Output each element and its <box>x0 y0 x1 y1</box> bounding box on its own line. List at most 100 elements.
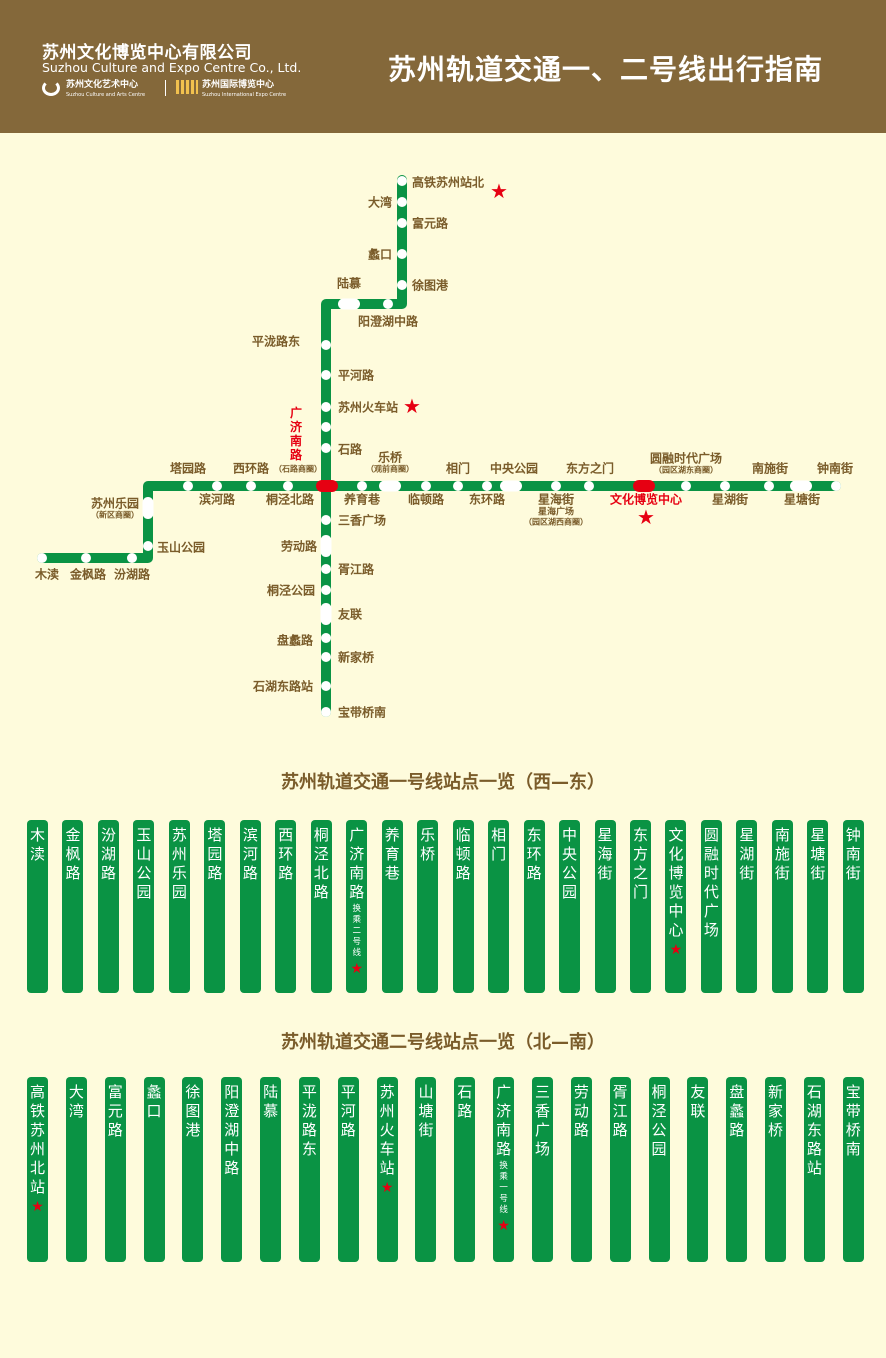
station-marker[interactable] <box>321 515 331 525</box>
station-marker[interactable] <box>500 480 522 492</box>
station-label: 木渎 <box>34 567 60 582</box>
station-column[interactable]: 临顿路 <box>452 820 474 993</box>
station-marker[interactable] <box>397 197 407 207</box>
station-column[interactable]: 圆融时代广场 <box>700 820 722 993</box>
station-column[interactable]: 星海街 <box>594 820 616 993</box>
station-column[interactable]: 金枫路 <box>62 820 84 993</box>
station-column[interactable]: 桐泾公园 <box>648 1077 670 1262</box>
station-column[interactable]: 大湾 <box>65 1077 87 1262</box>
station-marker[interactable] <box>321 422 331 432</box>
station-column[interactable]: 苏州火车站 ★ <box>376 1077 398 1262</box>
station-label: 蠡口 <box>367 247 392 262</box>
station-column[interactable]: 富元路 <box>104 1077 126 1262</box>
station-column[interactable]: 石路 <box>454 1077 476 1262</box>
station-marker[interactable] <box>397 218 407 228</box>
station-column[interactable]: 阳澄湖中路 <box>221 1077 243 1262</box>
station-marker[interactable] <box>383 299 393 309</box>
station-marker[interactable] <box>81 553 91 563</box>
station-column[interactable]: 广济南路 换乘一号线 ★ <box>493 1077 515 1262</box>
station-marker[interactable] <box>321 443 331 453</box>
station-label: 高铁苏州站北 <box>412 175 485 190</box>
station-label: 徐图港 <box>412 278 449 293</box>
station-column[interactable]: 南施街 <box>771 820 793 993</box>
station-marker[interactable] <box>321 402 331 412</box>
station-marker[interactable] <box>321 633 331 643</box>
station-name: 山塘街 <box>418 1083 434 1139</box>
station-column[interactable]: 东方之门 <box>629 820 651 993</box>
station-column[interactable]: 广济南路 换乘二号线 ★ <box>346 820 368 993</box>
station-marker[interactable] <box>183 481 193 491</box>
station-marker[interactable] <box>397 176 407 186</box>
station-column[interactable]: 养育巷 <box>381 820 403 993</box>
station-column[interactable]: 桐泾北路 <box>310 820 332 993</box>
station-marker[interactable] <box>316 480 338 492</box>
station-column[interactable]: 劳动路 <box>570 1077 592 1262</box>
station-column[interactable]: 钟南街 <box>842 820 864 993</box>
station-column[interactable]: 胥江路 <box>609 1077 631 1262</box>
station-marker[interactable] <box>453 481 463 491</box>
station-marker[interactable] <box>397 280 407 290</box>
station-column[interactable]: 东环路 <box>523 820 545 993</box>
station-marker[interactable] <box>321 564 331 574</box>
station-marker[interactable] <box>790 480 812 492</box>
station-column[interactable]: 友联 <box>687 1077 709 1262</box>
station-column[interactable]: 新家桥 <box>765 1077 787 1262</box>
station-column[interactable]: 西环路 <box>275 820 297 993</box>
station-sublabel: （新区商圈） <box>91 510 139 520</box>
station-column[interactable]: 蠡口 <box>143 1077 165 1262</box>
station-column[interactable]: 星湖街 <box>736 820 758 993</box>
station-marker[interactable] <box>246 481 256 491</box>
station-column[interactable]: 木渎 <box>27 820 48 993</box>
station-marker[interactable] <box>320 535 332 557</box>
station-column[interactable]: 相门 <box>488 820 510 993</box>
station-marker[interactable] <box>357 481 367 491</box>
station-marker[interactable] <box>681 481 691 491</box>
station-name: 石湖东路站 <box>806 1083 822 1177</box>
line1-station-list: 木渎 金枫路 汾湖路 玉山公园 苏州乐园 塔园路 滨河路 西环路 桐泾北路 广济南路 换乘二号线 ★ 养… <box>27 820 864 993</box>
station-marker[interactable] <box>551 481 561 491</box>
station-column[interactable]: 平泷路东 <box>298 1077 320 1262</box>
station-marker[interactable] <box>321 340 331 350</box>
station-marker[interactable] <box>321 681 331 691</box>
station-column[interactable]: 徐图港 <box>182 1077 204 1262</box>
station-marker[interactable] <box>764 481 774 491</box>
station-column[interactable]: 盘蠡路 <box>726 1077 748 1262</box>
station-marker[interactable] <box>633 480 655 492</box>
station-marker[interactable] <box>127 553 137 563</box>
station-marker[interactable] <box>831 481 841 491</box>
station-marker[interactable] <box>482 481 492 491</box>
station-marker[interactable] <box>720 481 730 491</box>
station-name: 广济南路 <box>496 1083 512 1158</box>
station-marker[interactable] <box>321 707 331 717</box>
station-column[interactable]: 乐桥 <box>417 820 439 993</box>
station-marker[interactable] <box>320 603 332 625</box>
station-marker[interactable] <box>37 553 47 563</box>
station-column[interactable]: 苏州乐园 <box>168 820 190 993</box>
station-marker[interactable] <box>142 497 154 519</box>
station-column[interactable]: 高铁苏州北站 ★ <box>27 1077 48 1262</box>
station-marker[interactable] <box>321 370 331 380</box>
station-column[interactable]: 三香广场 <box>531 1077 553 1262</box>
station-column[interactable]: 文化博览中心 ★ <box>665 820 687 993</box>
station-column[interactable]: 石湖东路站 <box>803 1077 825 1262</box>
station-marker[interactable] <box>321 652 331 662</box>
station-column[interactable]: 汾湖路 <box>97 820 119 993</box>
station-marker[interactable] <box>397 249 407 259</box>
station-marker[interactable] <box>338 298 360 310</box>
station-marker[interactable] <box>283 481 293 491</box>
station-column[interactable]: 中央公园 <box>559 820 581 993</box>
station-marker[interactable] <box>212 481 222 491</box>
station-marker[interactable] <box>143 541 153 551</box>
station-marker[interactable] <box>584 481 594 491</box>
station-column[interactable]: 山塘街 <box>415 1077 437 1262</box>
station-column[interactable]: 塔园路 <box>204 820 226 993</box>
station-column[interactable]: 滨河路 <box>239 820 261 993</box>
station-column[interactable]: 宝带桥南 <box>842 1077 864 1262</box>
station-marker[interactable] <box>321 585 331 595</box>
station-column[interactable]: 星塘街 <box>807 820 829 993</box>
station-column[interactable]: 陆慕 <box>260 1077 282 1262</box>
station-column[interactable]: 平河路 <box>337 1077 359 1262</box>
station-marker[interactable] <box>379 480 401 492</box>
station-marker[interactable] <box>421 481 431 491</box>
station-column[interactable]: 玉山公园 <box>133 820 155 993</box>
